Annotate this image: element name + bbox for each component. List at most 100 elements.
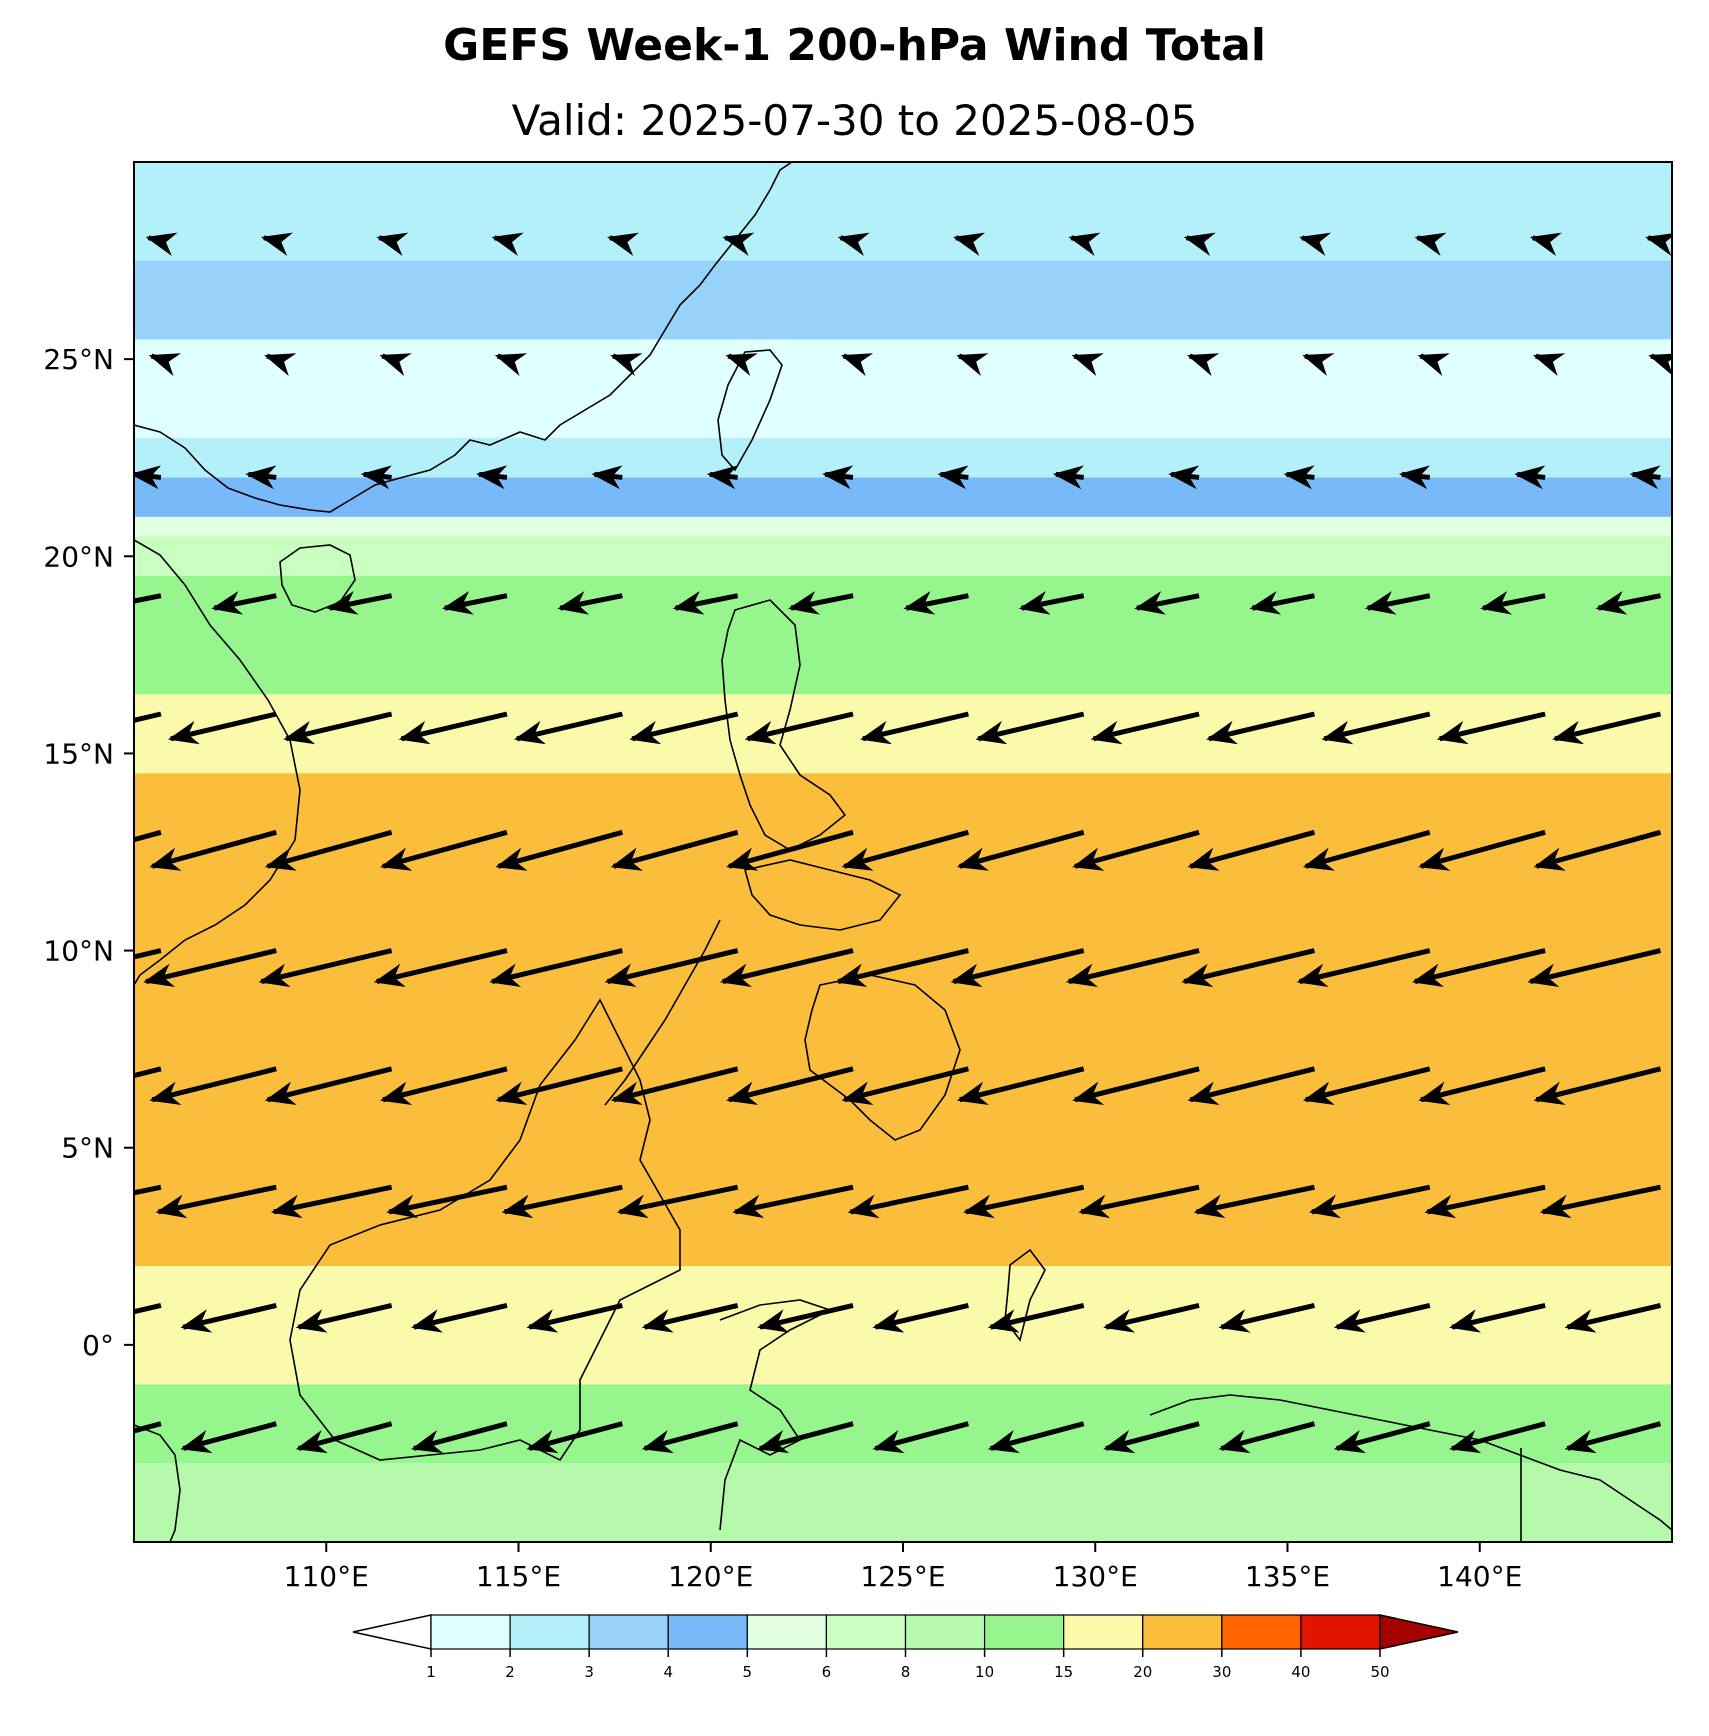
wind-arrow-4 xyxy=(607,232,640,256)
wind-arrow-84 xyxy=(134,948,162,960)
wind-arrow-80 xyxy=(1187,829,1316,871)
wind-arrow-24 xyxy=(1302,353,1335,376)
colorbar-label-11: 40 xyxy=(1291,1663,1310,1681)
wind-arrow-93 xyxy=(1065,948,1200,987)
map-title: GEFS Week-1 200-hPa Wind Total xyxy=(443,20,1266,71)
wind-arrow-69 xyxy=(1552,711,1662,745)
coastlines xyxy=(134,162,1672,1542)
wind-arrow-0 xyxy=(145,232,178,256)
wind-arrow-40 xyxy=(1514,465,1546,490)
colorbar-label-0: 1 xyxy=(426,1663,436,1681)
wind-arrow-83 xyxy=(1533,829,1662,871)
wind-arrow-35 xyxy=(937,465,969,490)
lon-tick-label-6: 140°E xyxy=(1437,1560,1522,1593)
wind-arrow-95 xyxy=(1296,948,1431,987)
wind-arrow-57 xyxy=(167,711,277,745)
wind-arrow-49 xyxy=(903,591,969,615)
wind-arrow-39 xyxy=(1398,465,1431,490)
wind-vectors xyxy=(134,232,1672,1454)
colorbar-label-7: 10 xyxy=(975,1663,994,1681)
wind-arrow-149 xyxy=(1103,1421,1200,1454)
wind-arrow-106 xyxy=(956,1066,1085,1105)
field-band-10 xyxy=(134,339,1672,438)
lat-tick-label-5: 0° xyxy=(82,1329,114,1362)
wind-arrow-90 xyxy=(719,948,854,987)
wind-arrow-92 xyxy=(950,948,1085,987)
lat-tick-label-0: 25°N xyxy=(43,343,114,376)
wind-arrow-44 xyxy=(326,591,393,615)
wind-arrow-140 xyxy=(134,1421,162,1434)
wind-arrow-91 xyxy=(835,948,969,987)
field-band-8 xyxy=(134,477,1672,517)
wind-arrow-65 xyxy=(1090,711,1200,745)
wind-arrow-30 xyxy=(360,465,392,490)
wind-arrow-32 xyxy=(591,465,623,490)
colorbar-label-10: 30 xyxy=(1212,1663,1231,1681)
wind-arrow-10 xyxy=(1299,232,1332,256)
wind-arrow-29 xyxy=(245,465,277,490)
wind-arrow-54 xyxy=(1480,591,1546,615)
wind-arrow-113 xyxy=(155,1184,277,1219)
colorbar-segment-0 xyxy=(430,1614,511,1650)
wind-arrow-116 xyxy=(501,1184,623,1219)
wind-arrow-42 xyxy=(134,593,162,604)
wind-arrow-12 xyxy=(1529,232,1562,256)
wind-arrow-58 xyxy=(283,711,393,745)
wind-arrow-26 xyxy=(1532,353,1566,376)
colorbar-segment-6 xyxy=(904,1614,986,1650)
colorbar-segment-4 xyxy=(746,1614,828,1650)
wind-arrow-77 xyxy=(841,829,970,871)
coastline-vietnam xyxy=(134,539,301,986)
wind-arrow-134 xyxy=(987,1302,1085,1333)
wind-arrow-86 xyxy=(258,948,393,987)
wind-arrow-114 xyxy=(270,1184,393,1219)
field-band-2 xyxy=(134,1266,1672,1385)
coastline-sulawesi xyxy=(719,1299,833,1531)
wind-arrow-36 xyxy=(1052,465,1084,490)
lon-tick-label-3: 125°E xyxy=(860,1560,945,1593)
wind-arrow-9 xyxy=(1183,232,1216,256)
wind-arrow-2 xyxy=(376,232,409,256)
wind-arrow-145 xyxy=(641,1421,739,1454)
colorbar-label-1: 2 xyxy=(505,1663,515,1681)
wind-arrow-129 xyxy=(411,1302,508,1333)
wind-arrow-142 xyxy=(295,1421,393,1454)
wind-arrow-141 xyxy=(180,1421,277,1454)
wind-arrow-3 xyxy=(491,232,524,256)
wind-arrow-127 xyxy=(180,1302,277,1333)
wind-arrow-51 xyxy=(1134,591,1200,615)
coastline-hainan xyxy=(279,544,356,613)
wind-arrow-101 xyxy=(380,1066,508,1105)
colorbar-label-2: 3 xyxy=(584,1663,594,1681)
wind-arrow-126 xyxy=(134,1302,162,1315)
wind-arrow-59 xyxy=(398,711,508,745)
wind-arrow-74 xyxy=(495,829,623,871)
wind-arrow-110 xyxy=(1418,1066,1546,1105)
wind-arrow-33 xyxy=(706,465,738,490)
lat-tick-label-4: 5°N xyxy=(61,1132,114,1165)
field-band-4 xyxy=(134,694,1672,774)
field-band-1 xyxy=(134,1384,1672,1464)
wind-arrow-123 xyxy=(1309,1184,1431,1219)
colorbar-label-4: 5 xyxy=(743,1663,753,1681)
wind-arrow-78 xyxy=(956,829,1085,871)
wind-arrow-7 xyxy=(953,232,986,256)
wind-arrow-94 xyxy=(1181,948,1315,987)
wind-arrow-132 xyxy=(757,1302,854,1333)
colorbar-under-extension xyxy=(352,1614,432,1650)
wind-arrow-13 xyxy=(1645,232,1672,256)
lat-tick-label-1: 20°N xyxy=(43,540,114,573)
wind-arrow-15 xyxy=(264,353,297,376)
colorbar-segment-5 xyxy=(825,1614,907,1650)
wind-arrow-111 xyxy=(1533,1066,1662,1105)
wind-arrow-131 xyxy=(641,1302,739,1333)
wind-arrow-25 xyxy=(1417,353,1450,376)
wind-arrow-104 xyxy=(726,1066,854,1105)
wind-arrow-117 xyxy=(616,1184,739,1219)
coastline-taiwan xyxy=(717,349,783,472)
wind-arrow-85 xyxy=(143,948,277,987)
wind-arrow-128 xyxy=(295,1302,393,1333)
colorbar-label-12: 50 xyxy=(1370,1663,1389,1681)
wind-arrow-22 xyxy=(1071,353,1104,376)
